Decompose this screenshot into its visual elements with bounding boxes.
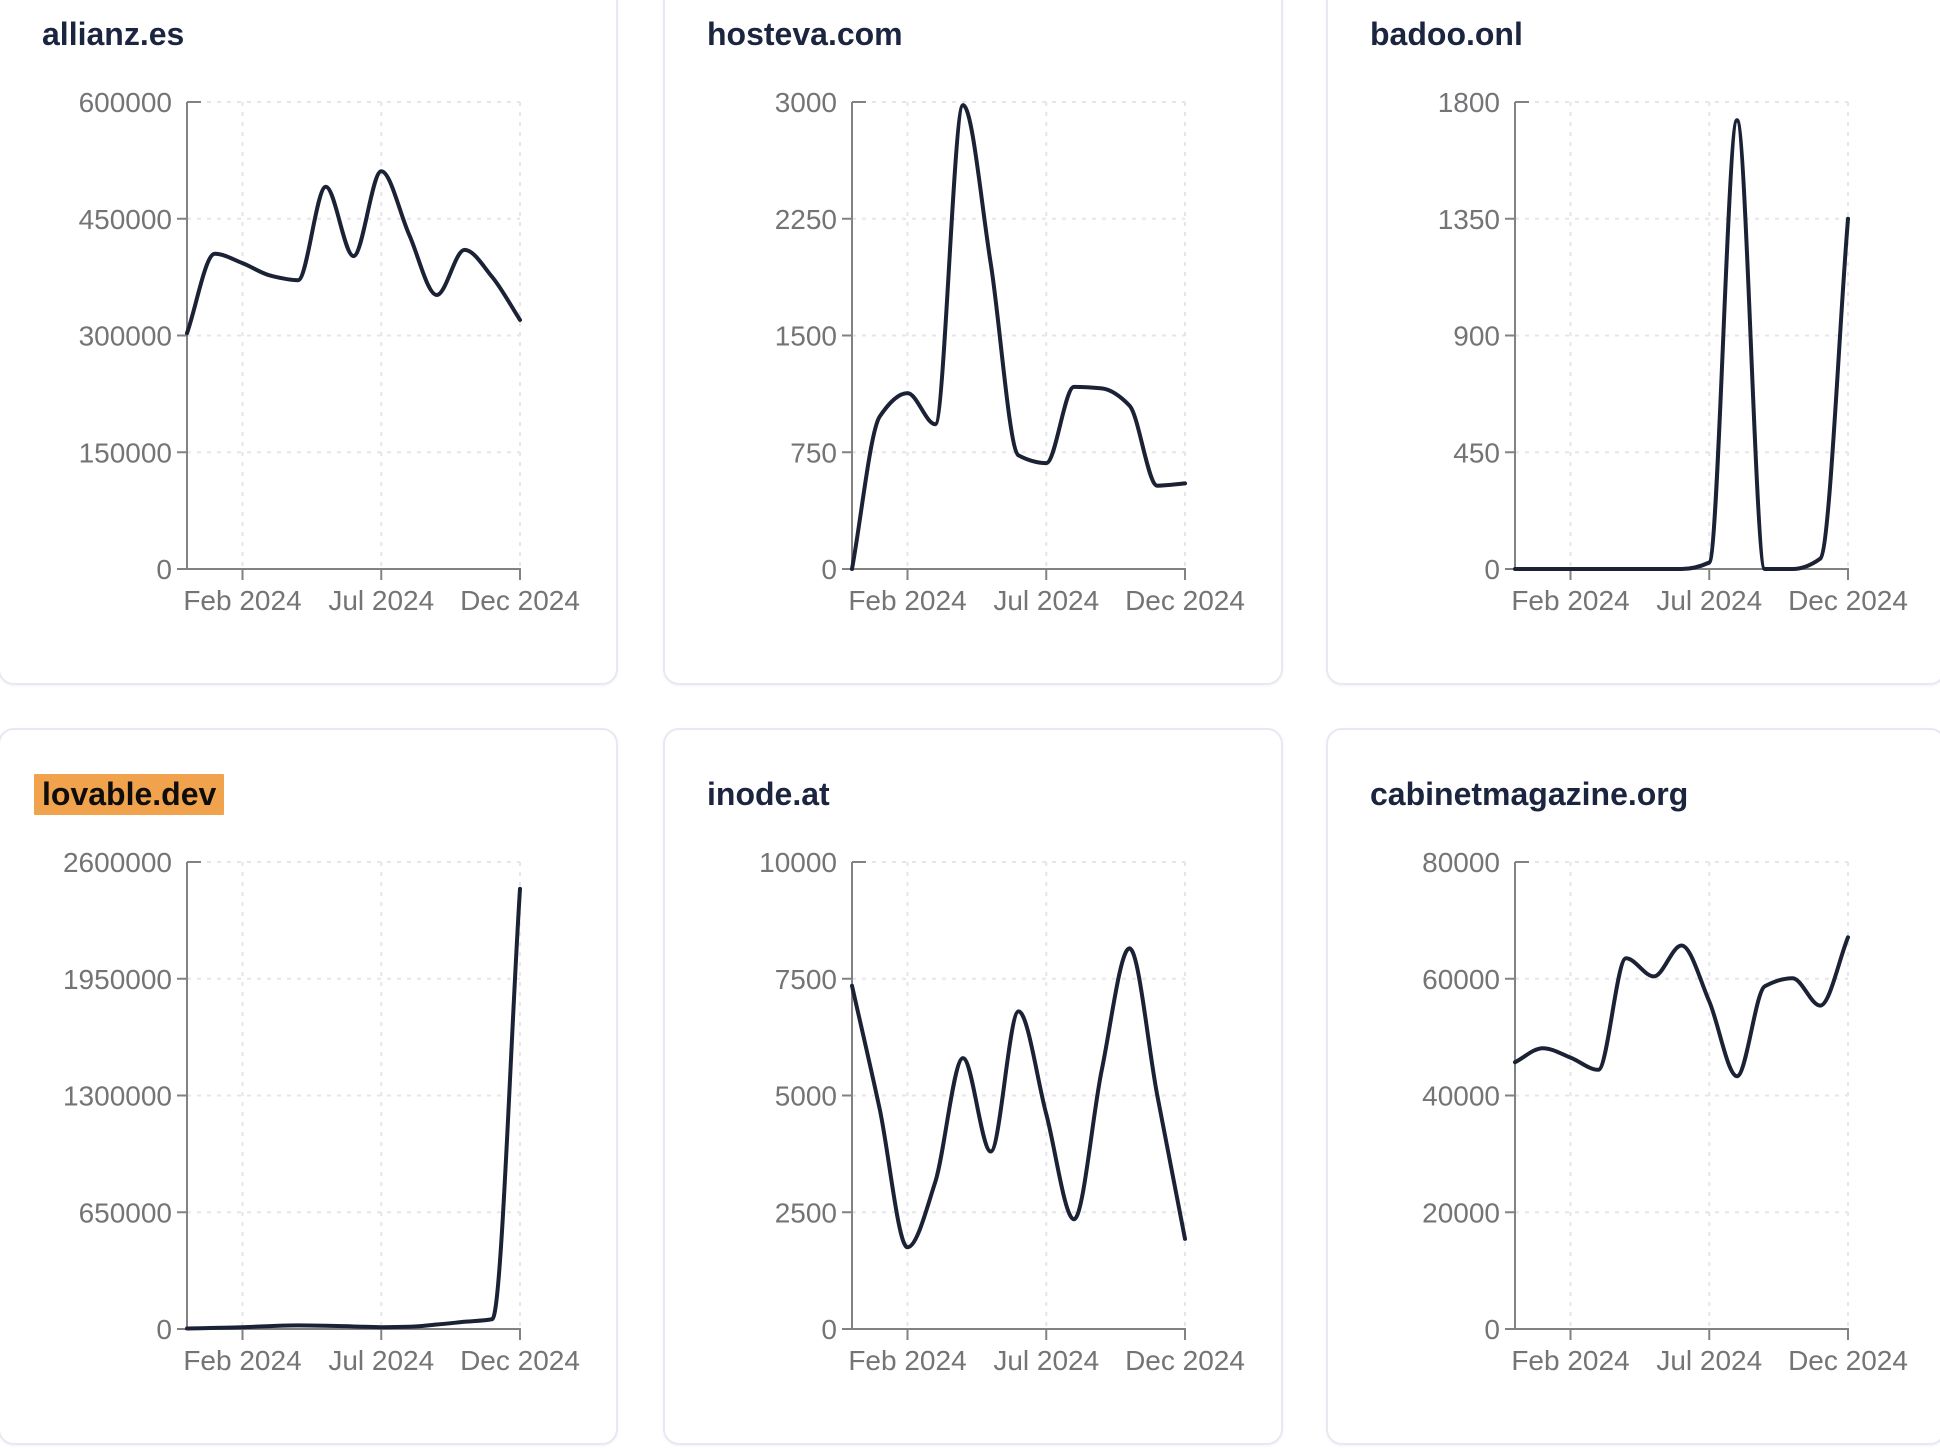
domain-traffic-card: badoo.onl 0 450 900 1350 1800 Feb 2024 Jul 202… xyxy=(1326,0,1940,685)
traffic-line-chart: 0 150000 300000 450000 600000 Feb 2024 Jul 202… xyxy=(79,87,580,616)
card-header: allianz.es xyxy=(42,14,184,54)
svg-text:Feb 2024: Feb 2024 xyxy=(183,1345,301,1376)
svg-text:1350: 1350 xyxy=(1438,204,1500,235)
svg-text:Dec 2024: Dec 2024 xyxy=(1125,1345,1245,1376)
card-header: cabinetmagazine.org xyxy=(1370,774,1688,814)
svg-text:450: 450 xyxy=(1453,437,1500,468)
domain-traffic-card: hosteva.com 0 750 1500 2250 3000 Feb 2024 Jul … xyxy=(663,0,1283,685)
svg-text:7500: 7500 xyxy=(775,964,837,995)
domain-traffic-card: lovable.dev 0 650000 1300000 1950000 2600000… xyxy=(0,728,618,1445)
svg-text:Feb 2024: Feb 2024 xyxy=(848,1345,966,1376)
svg-text:750: 750 xyxy=(790,437,837,468)
svg-text:150000: 150000 xyxy=(79,437,172,468)
svg-text:0: 0 xyxy=(1484,554,1500,585)
svg-text:Dec 2024: Dec 2024 xyxy=(1125,585,1245,616)
traffic-line-chart: 0 750 1500 2250 3000 Feb 2024 Jul 2024 Dec 2024 xyxy=(775,87,1245,616)
svg-text:650000: 650000 xyxy=(79,1197,172,1228)
svg-text:0: 0 xyxy=(156,1314,172,1345)
svg-text:0: 0 xyxy=(1484,1314,1500,1345)
domain-traffic-card: inode.at 0 2500 5000 7500 10000 Feb 2024 Jul 2… xyxy=(663,728,1283,1445)
svg-text:Dec 2024: Dec 2024 xyxy=(460,585,580,616)
card-header: hosteva.com xyxy=(707,14,903,54)
svg-text:Jul 2024: Jul 2024 xyxy=(993,1345,1099,1376)
card-header: inode.at xyxy=(707,774,830,814)
svg-text:450000: 450000 xyxy=(79,204,172,235)
svg-text:1300000: 1300000 xyxy=(63,1081,172,1112)
svg-text:3000: 3000 xyxy=(775,87,837,118)
svg-text:1500: 1500 xyxy=(775,321,837,352)
svg-text:1800: 1800 xyxy=(1438,87,1500,118)
svg-text:60000: 60000 xyxy=(1422,964,1500,995)
card-header: badoo.onl xyxy=(1370,14,1523,54)
domain-title-link[interactable]: inode.at xyxy=(707,775,830,812)
svg-text:2500: 2500 xyxy=(775,1197,837,1228)
svg-text:Dec 2024: Dec 2024 xyxy=(1788,1345,1908,1376)
svg-text:20000: 20000 xyxy=(1422,1197,1500,1228)
domain-traffic-card: cabinetmagazine.org 0 20000 40000 60000 8000… xyxy=(1326,728,1940,1445)
card-header: lovable.dev xyxy=(34,773,225,815)
domain-title-link[interactable]: cabinetmagazine.org xyxy=(1370,775,1689,812)
svg-text:Dec 2024: Dec 2024 xyxy=(460,1345,580,1376)
traffic-line-chart: 0 20000 40000 60000 80000 Feb 2024 Jul 2024 Dec… xyxy=(1422,847,1908,1376)
svg-text:1950000: 1950000 xyxy=(63,964,172,995)
svg-text:10000: 10000 xyxy=(759,847,837,878)
svg-text:40000: 40000 xyxy=(1422,1081,1500,1112)
svg-text:5000: 5000 xyxy=(775,1081,837,1112)
domain-title-link[interactable]: badoo.onl xyxy=(1370,15,1523,52)
svg-text:Feb 2024: Feb 2024 xyxy=(848,585,966,616)
traffic-line-chart: 0 650000 1300000 1950000 2600000 Feb 2024 Jul … xyxy=(63,847,580,1376)
domain-traffic-card: allianz.es 0 150000 300000 450000 600000 Feb … xyxy=(0,0,618,685)
svg-text:900: 900 xyxy=(1453,321,1500,352)
svg-text:Jul 2024: Jul 2024 xyxy=(1656,1345,1762,1376)
domain-title-link[interactable]: allianz.es xyxy=(42,15,185,52)
svg-text:0: 0 xyxy=(821,554,837,585)
svg-text:80000: 80000 xyxy=(1422,847,1500,878)
svg-text:Feb 2024: Feb 2024 xyxy=(1511,1345,1629,1376)
svg-text:2600000: 2600000 xyxy=(63,847,172,878)
svg-text:0: 0 xyxy=(156,554,172,585)
traffic-line-chart: 0 2500 5000 7500 10000 Feb 2024 Jul 2024 Dec 20… xyxy=(759,847,1245,1376)
svg-text:Jul 2024: Jul 2024 xyxy=(328,585,434,616)
svg-text:Jul 2024: Jul 2024 xyxy=(1656,585,1762,616)
svg-text:Feb 2024: Feb 2024 xyxy=(1511,585,1629,616)
svg-text:600000: 600000 xyxy=(79,87,172,118)
svg-text:0: 0 xyxy=(821,1314,837,1345)
traffic-line-chart: 0 450 900 1350 1800 Feb 2024 Jul 2024 Dec 2024 xyxy=(1438,87,1908,616)
domain-title-link[interactable]: hosteva.com xyxy=(707,15,903,52)
svg-text:Feb 2024: Feb 2024 xyxy=(183,585,301,616)
domain-title-link-highlighted[interactable]: lovable.dev xyxy=(34,773,225,815)
svg-text:300000: 300000 xyxy=(79,321,172,352)
svg-text:Jul 2024: Jul 2024 xyxy=(993,585,1099,616)
svg-text:Dec 2024: Dec 2024 xyxy=(1788,585,1908,616)
svg-text:2250: 2250 xyxy=(775,204,837,235)
svg-text:Jul 2024: Jul 2024 xyxy=(328,1345,434,1376)
